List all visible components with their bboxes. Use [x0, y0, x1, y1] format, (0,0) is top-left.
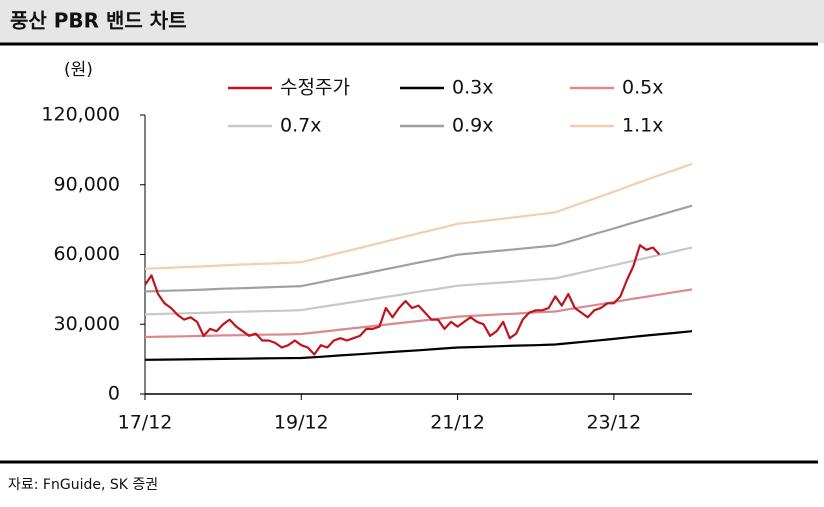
chart-title: 풍산 PBR 밴드 차트: [10, 9, 187, 33]
legend-label: 0.3x: [452, 77, 493, 99]
legend-label: 0.7x: [280, 115, 321, 137]
series-line: [144, 204, 693, 293]
title-bar: [0, 0, 824, 43]
y-tick-label: 0: [108, 383, 120, 405]
y-tick-label: 60,000: [54, 243, 120, 265]
x-tick-label: 21/12: [430, 412, 485, 434]
legend-label: 1.1x: [622, 115, 663, 137]
series-line: [144, 330, 693, 361]
x-tick-label: 19/12: [274, 412, 329, 434]
source: 자료: FnGuide, SK 증권: [8, 477, 158, 493]
y-tick-label: 30,000: [54, 313, 120, 335]
series-line: [144, 244, 661, 356]
legend-label: 0.5x: [622, 77, 663, 99]
legend-label: 0.9x: [452, 115, 493, 137]
series-line: [144, 162, 693, 270]
series-line: [144, 288, 693, 339]
legend-label: 수정주가: [280, 77, 350, 99]
unit-label: (원): [64, 60, 93, 80]
x-tick-label: 17/12: [118, 412, 173, 434]
y-tick-label: 90,000: [54, 173, 120, 195]
series-line: [144, 246, 693, 316]
y-tick-label: 120,000: [41, 104, 120, 126]
x-tick-label: 23/12: [586, 412, 641, 434]
